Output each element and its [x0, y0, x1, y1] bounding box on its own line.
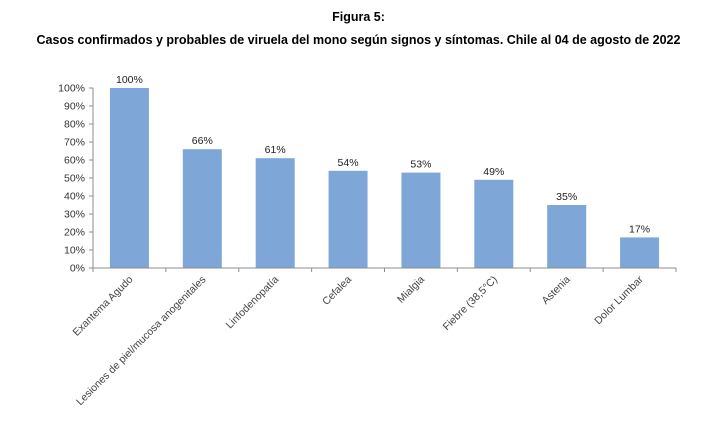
y-tick-label: 80% [64, 119, 85, 131]
x-tick-label: Exantema Agudo [71, 274, 136, 339]
bar [255, 158, 295, 268]
y-tick-label: 60% [64, 155, 85, 167]
bar [182, 149, 222, 268]
data-label: 35% [556, 191, 577, 203]
bar [620, 237, 660, 268]
figure-label: Figura 5: [332, 10, 385, 24]
y-tick-label: 100% [58, 83, 85, 95]
bar [109, 88, 149, 268]
data-labels-group: 100% 66% 61% 54% 53% 49% 35% 17% [116, 74, 650, 235]
y-tick-label: 40% [64, 191, 85, 203]
y-axis: 0% 10% 20% 30% 40% 50% 60% 70% 80% 90% 100% [58, 83, 94, 275]
y-tick-label: 90% [64, 101, 85, 113]
bar [401, 172, 441, 268]
data-label: 66% [192, 135, 213, 147]
data-label: 49% [483, 166, 504, 178]
x-tick-label: Fiebre (38,5°C) [441, 274, 500, 333]
bar [547, 205, 587, 268]
x-tick-label: Cefalea [320, 274, 354, 308]
data-label: 53% [410, 159, 431, 171]
y-tick-label: 50% [64, 173, 85, 185]
chart-title: Casos confirmados y probables de viruela… [36, 33, 681, 47]
bars-group [109, 88, 660, 268]
bar [474, 179, 514, 268]
data-label: 54% [338, 157, 359, 169]
y-tick-label: 20% [64, 227, 85, 239]
x-tick-label: Astenia [540, 274, 573, 307]
data-label: 17% [629, 223, 650, 235]
x-tick-label: Mialgia [395, 274, 427, 306]
x-tick-label: Dolor Lumbar [592, 273, 646, 327]
data-label: 100% [116, 74, 143, 86]
y-tick-label: 30% [64, 209, 85, 221]
bar [328, 170, 368, 268]
x-tick-label: Linfodenopatía [224, 274, 282, 332]
y-tick-label: 10% [64, 245, 85, 257]
x-tick-label: Lesiones de piel/mucosa anogenitales [74, 274, 208, 408]
y-tick-label: 70% [64, 137, 85, 149]
data-label: 61% [265, 144, 286, 156]
y-tick-label: 0% [70, 263, 85, 275]
